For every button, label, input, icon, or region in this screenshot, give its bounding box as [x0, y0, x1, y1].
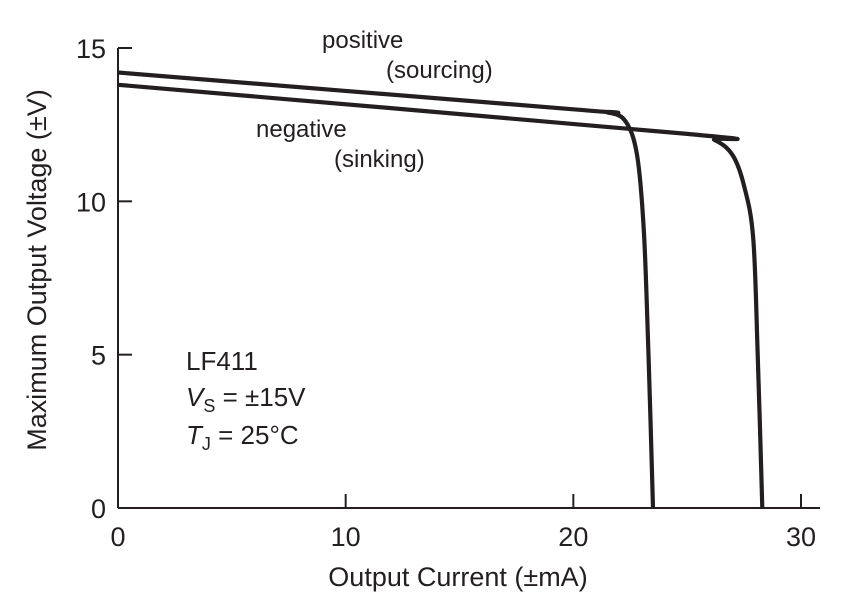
- x-tick-label: 30: [786, 522, 816, 552]
- tj-symbol: T: [186, 420, 204, 450]
- y-tick-label: 5: [91, 341, 106, 371]
- series-label-negative: negative (sinking): [256, 116, 425, 173]
- y-tick-label: 0: [91, 494, 106, 524]
- tj-value: = 25°C: [211, 420, 299, 450]
- series-label-negative-line2: (sinking): [334, 146, 425, 173]
- vs-symbol: V: [186, 382, 206, 412]
- y-axis-title: Maximum Output Voltage (±V): [22, 89, 52, 450]
- series-line-negative: [117, 82, 765, 509]
- series-label-positive-line2: (sourcing): [386, 57, 493, 84]
- axes: [117, 48, 820, 509]
- ticks: [117, 47, 802, 509]
- series-label-positive: positive (sourcing): [322, 27, 493, 84]
- x-tick-label: 20: [558, 522, 588, 552]
- series-label-negative-line1: negative: [256, 116, 347, 143]
- y-tick-label: 10: [76, 187, 106, 217]
- supply-voltage-label: VS = ±15V: [186, 382, 306, 416]
- junction-temp-label: TJ = 25°C: [186, 420, 299, 454]
- series-line-positive: [117, 70, 656, 509]
- x-tick-label: 0: [110, 522, 125, 552]
- device-label: LF411: [186, 346, 258, 376]
- vs-subscript: S: [203, 396, 215, 416]
- series-label-positive-line1: positive: [322, 27, 403, 54]
- tj-subscript: J: [202, 434, 211, 454]
- curves: [117, 70, 765, 509]
- x-tick-label: 10: [331, 522, 361, 552]
- vs-value: = ±15V: [215, 382, 306, 412]
- tick-labels: 0 10 20 30 0 5 10 15: [76, 34, 816, 552]
- test-conditions: LF411 VS = ±15V TJ = 25°C: [186, 346, 306, 454]
- x-axis-title: Output Current (±mA): [328, 562, 587, 592]
- y-tick-label: 15: [76, 34, 106, 64]
